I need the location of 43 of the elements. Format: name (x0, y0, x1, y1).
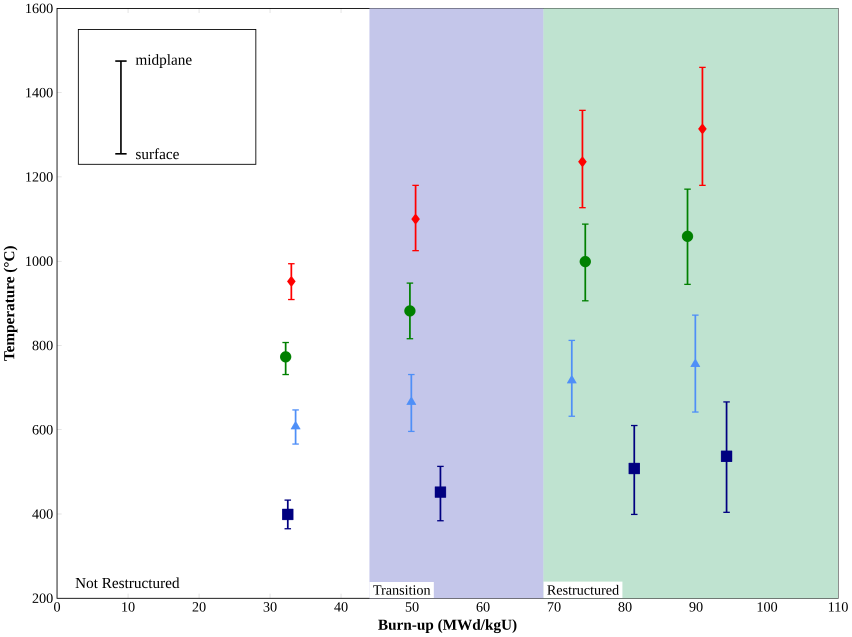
x-tick-label: 80 (618, 602, 632, 612)
band-label: Restructured (547, 585, 619, 595)
point (280, 351, 292, 363)
point (698, 123, 707, 135)
x-tick-label: 20 (192, 602, 206, 612)
y-axis-title: Temperature (°C) (4, 246, 18, 362)
point (682, 230, 694, 242)
y-tick-label: 1000 (26, 256, 53, 266)
point (290, 420, 301, 430)
x-tick-label: 50 (406, 602, 419, 612)
x-tick-label: 40 (334, 602, 348, 612)
point (690, 358, 700, 368)
point (566, 374, 577, 384)
point (406, 396, 416, 406)
point (287, 276, 296, 288)
x-tick-label: 10 (122, 602, 135, 612)
x-tick-label: 0 (54, 602, 60, 612)
y-tick-label: 1600 (26, 4, 53, 14)
band-label: Transition (373, 585, 430, 595)
y-tick-label: 800 (32, 340, 53, 350)
annotation: midplane (136, 54, 192, 68)
point (578, 156, 587, 168)
point (411, 214, 420, 225)
y-tick-label: 400 (32, 509, 53, 519)
point (434, 486, 446, 498)
x-axis-title: Burn-up (MWd/kgU) (378, 619, 516, 634)
x-tick-label: 60 (476, 602, 490, 612)
x-tick-label: 100 (758, 602, 778, 612)
y-tick-label: 200 (32, 594, 53, 604)
x-tick-label: 90 (689, 602, 703, 612)
y-tick-label: 600 (32, 425, 53, 435)
x-tick-label: 70 (548, 602, 561, 612)
y-tick-label: 1400 (26, 88, 53, 98)
point (404, 305, 416, 317)
x-tick-label: 110 (828, 602, 848, 612)
y-tick-label: 1200 (26, 172, 53, 182)
x-tick-label: 30 (264, 602, 277, 612)
point (580, 256, 591, 268)
point (628, 462, 640, 474)
annotation: surface (136, 148, 179, 160)
point (282, 508, 294, 520)
point (720, 450, 732, 462)
annotation: Not Restructured (76, 578, 180, 588)
